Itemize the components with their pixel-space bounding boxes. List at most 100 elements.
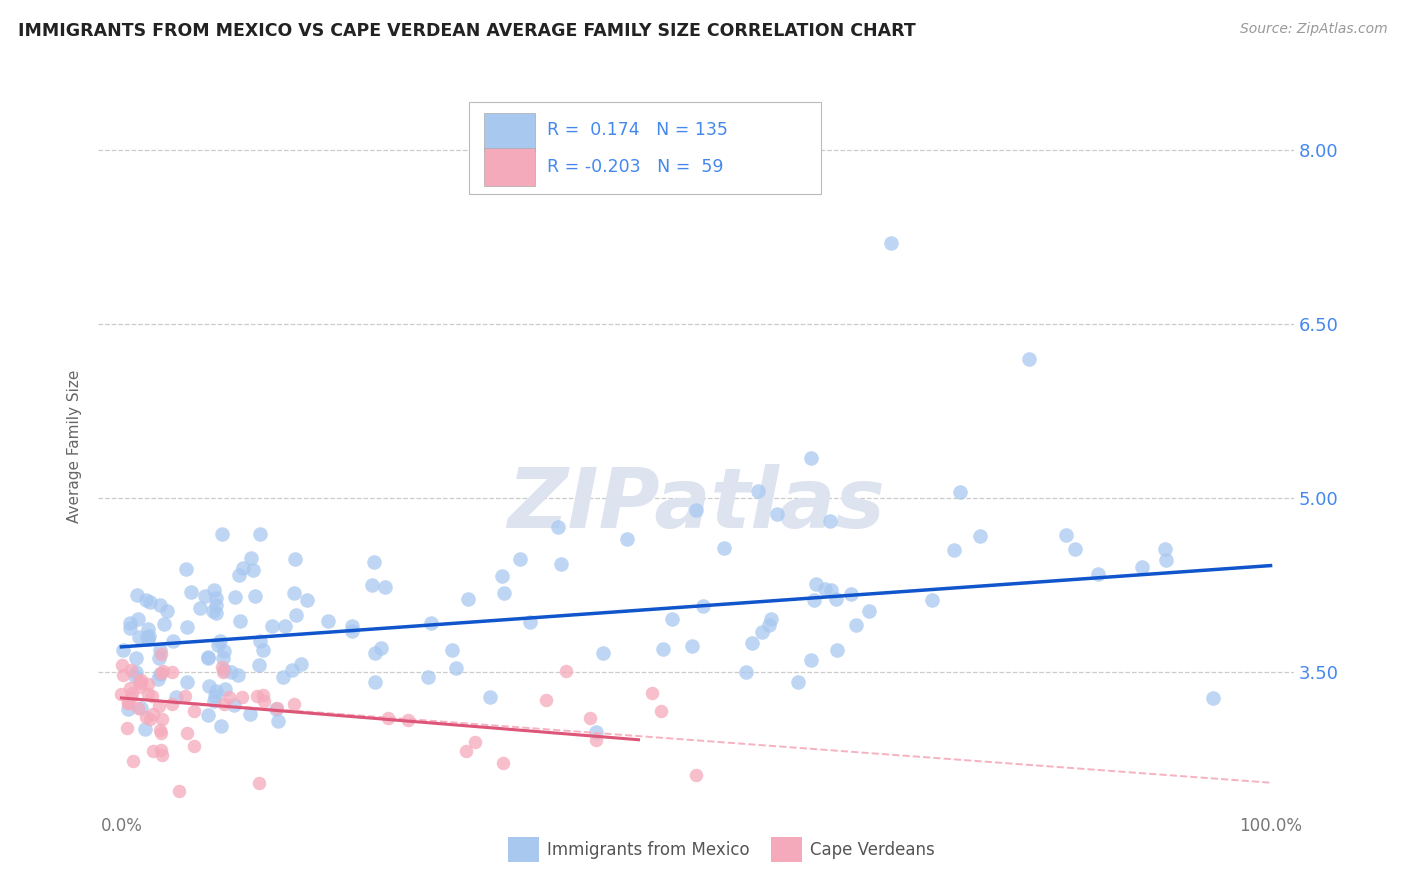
Point — [202, 583, 225, 598]
Point — [681, 639, 703, 653]
Point — [839, 587, 862, 601]
Point — [786, 675, 808, 690]
Point — [224, 698, 246, 712]
Point — [713, 541, 735, 555]
Point — [340, 624, 363, 638]
Point — [229, 614, 252, 628]
Point — [218, 690, 240, 704]
Point — [550, 558, 572, 572]
Point — [149, 726, 172, 740]
Point — [120, 690, 142, 704]
Point — [585, 733, 607, 747]
Point — [921, 592, 943, 607]
Point — [820, 582, 842, 597]
Point — [825, 642, 848, 657]
Point — [741, 636, 763, 650]
Point — [212, 663, 235, 677]
Point — [204, 689, 226, 703]
Point — [167, 784, 190, 798]
Point — [464, 735, 486, 749]
Point — [858, 604, 880, 618]
Point — [284, 552, 307, 566]
Point — [125, 651, 148, 665]
Point — [115, 721, 138, 735]
Point — [239, 706, 262, 721]
Point — [1130, 560, 1153, 574]
Point — [290, 657, 312, 671]
Point — [228, 668, 250, 682]
Point — [120, 663, 142, 677]
FancyBboxPatch shape — [485, 113, 534, 152]
Point — [142, 744, 165, 758]
Point — [396, 713, 419, 727]
Point — [148, 699, 170, 714]
Point — [416, 670, 439, 684]
Point — [814, 582, 837, 597]
Point — [363, 555, 385, 569]
Point — [205, 598, 228, 612]
Point — [138, 595, 160, 609]
Point — [125, 588, 148, 602]
Point — [249, 657, 271, 672]
Point — [1018, 351, 1040, 366]
Point — [285, 607, 308, 622]
Point — [209, 634, 232, 648]
Point — [197, 649, 219, 664]
Point — [156, 604, 179, 618]
Point — [219, 665, 242, 680]
Point — [197, 679, 219, 693]
Point — [800, 653, 823, 667]
FancyBboxPatch shape — [470, 103, 821, 194]
FancyBboxPatch shape — [485, 148, 534, 186]
Point — [364, 675, 387, 690]
Point — [183, 704, 205, 718]
Point — [494, 586, 516, 600]
Point — [555, 664, 578, 678]
Point — [803, 593, 825, 607]
Point — [136, 622, 159, 636]
Point — [253, 694, 276, 708]
Point — [245, 589, 267, 603]
Point — [228, 568, 250, 582]
Y-axis label: Average Family Size: Average Family Size — [67, 369, 83, 523]
Point — [651, 642, 673, 657]
Point — [152, 664, 174, 678]
Point — [297, 592, 319, 607]
Point — [444, 661, 467, 675]
Point — [262, 619, 284, 633]
Point — [134, 722, 156, 736]
Point — [205, 684, 228, 698]
Point — [136, 687, 159, 701]
Point — [280, 663, 302, 677]
Point — [252, 688, 274, 702]
Point — [214, 681, 236, 696]
Point — [765, 508, 787, 522]
Point — [735, 665, 758, 680]
Point — [149, 598, 172, 612]
Point — [124, 665, 146, 680]
Point — [231, 690, 253, 704]
Point — [117, 696, 139, 710]
Point — [370, 640, 392, 655]
Point — [201, 604, 224, 618]
Point — [592, 646, 614, 660]
Point — [283, 697, 305, 711]
Point — [149, 647, 172, 661]
Point — [364, 646, 387, 660]
Point — [197, 708, 219, 723]
Point — [205, 606, 228, 620]
Point — [148, 666, 170, 681]
FancyBboxPatch shape — [772, 838, 803, 863]
Point — [176, 619, 198, 633]
Point — [212, 644, 235, 658]
Point — [211, 527, 233, 541]
Point — [685, 503, 707, 517]
Point — [122, 754, 145, 768]
Point — [969, 529, 991, 543]
Point — [377, 711, 399, 725]
Point — [117, 696, 139, 710]
Point — [111, 668, 134, 682]
Point — [361, 577, 384, 591]
Point — [685, 767, 707, 781]
Point — [758, 618, 780, 632]
